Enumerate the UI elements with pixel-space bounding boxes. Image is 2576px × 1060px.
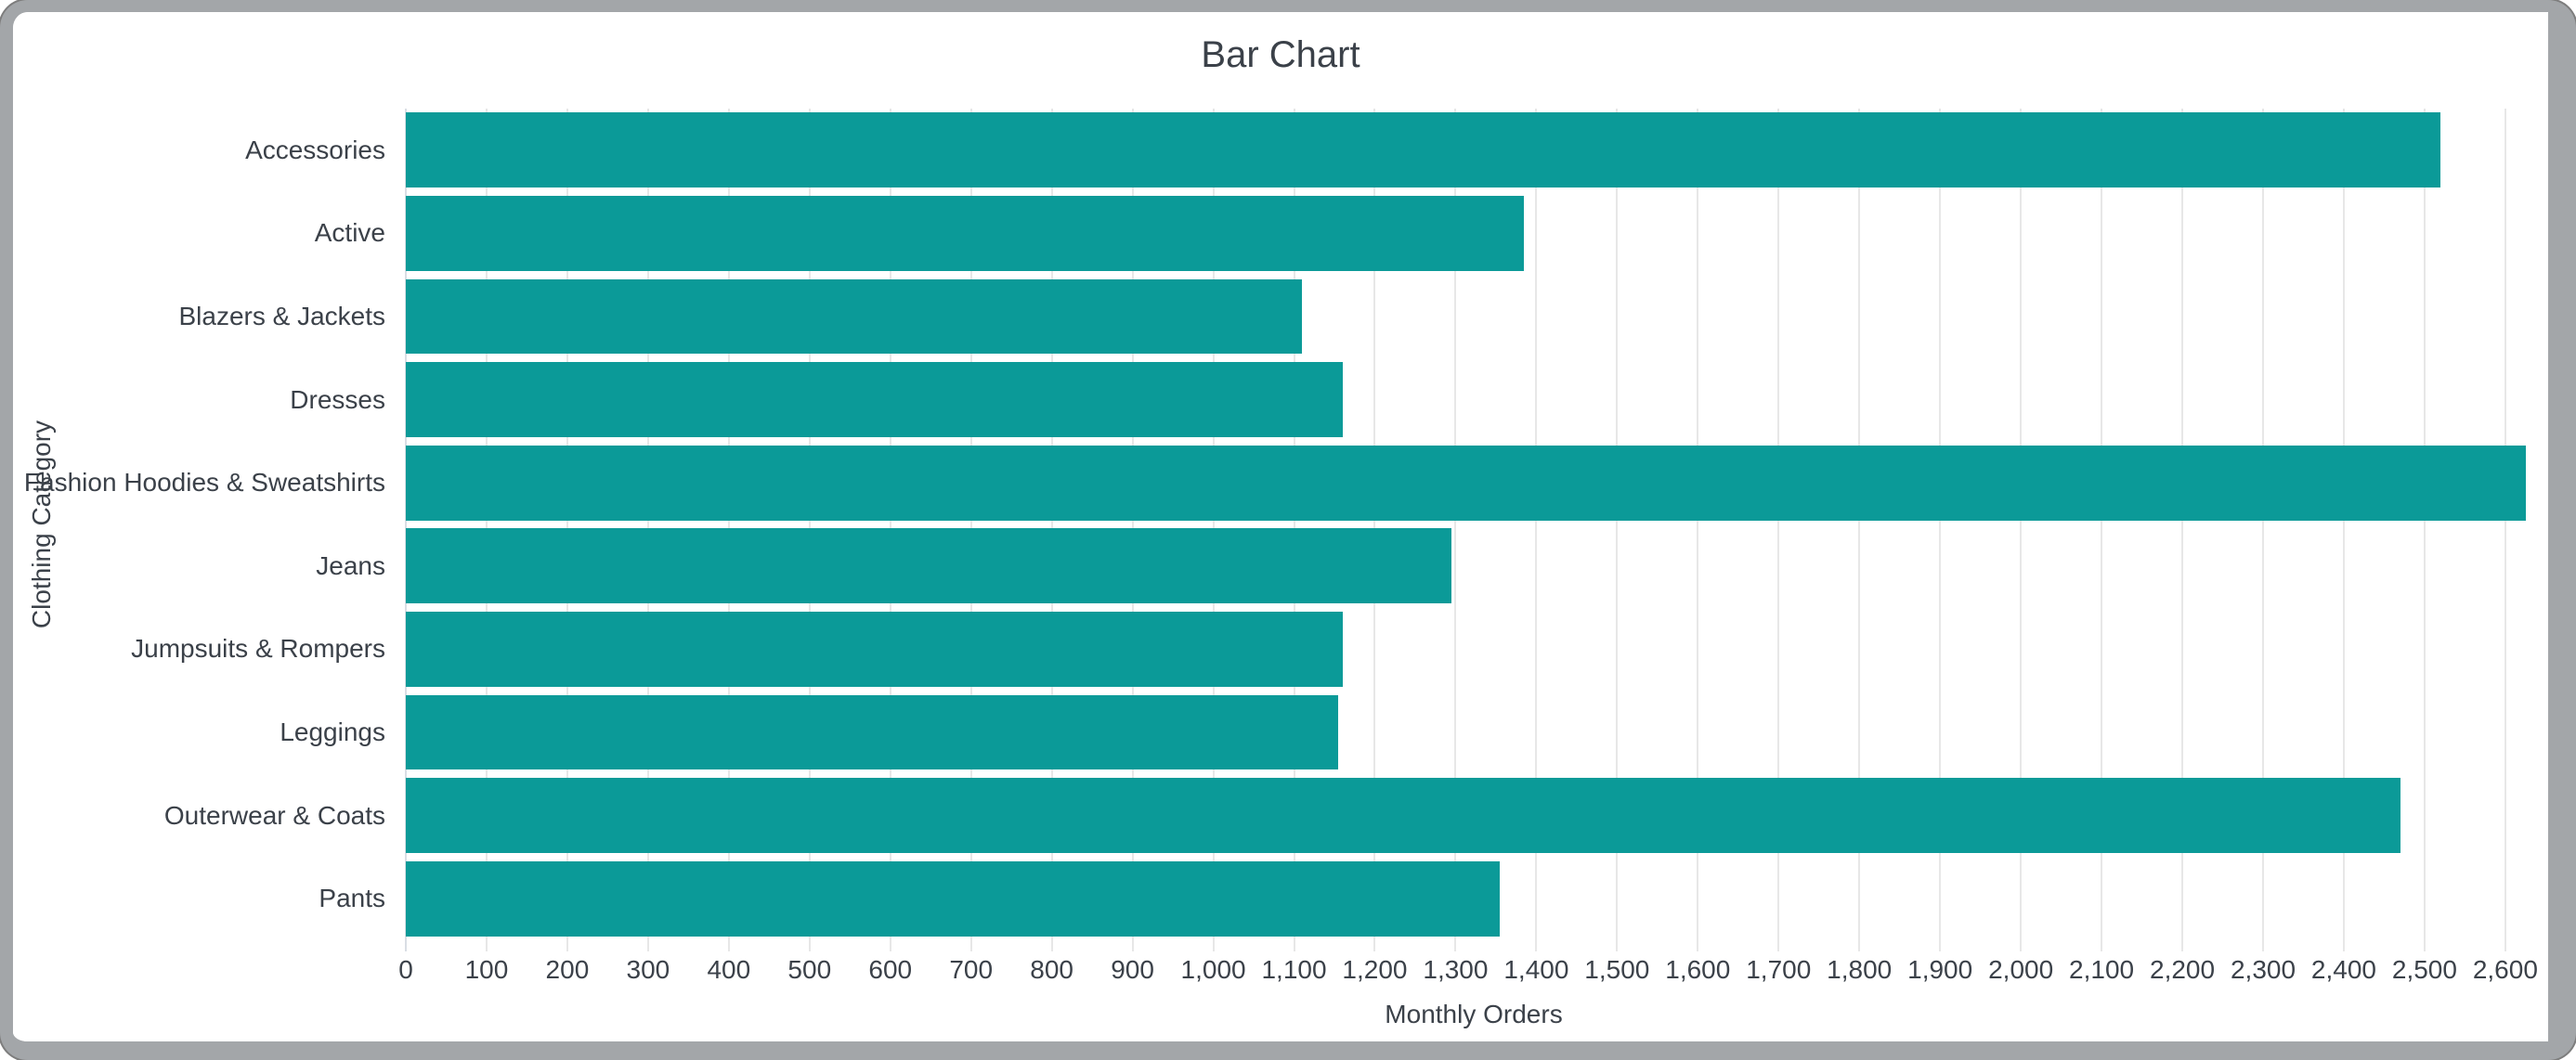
gridline <box>2262 109 2264 951</box>
bar-outerwear-coats[interactable] <box>406 778 2400 853</box>
x-tick-label: 100 <box>464 955 509 984</box>
bar-fashion-hoodies-sweatshirts[interactable] <box>406 445 2526 521</box>
x-axis-tick-labels: 0 100 200 300 400 500 600 700 800 900 1,000 1,100 1,… <box>398 953 2542 987</box>
gridline <box>2342 109 2345 951</box>
chart-title: Bar Chart <box>1201 34 1360 75</box>
x-tick-label: 2,000 <box>1988 955 2054 984</box>
x-tick-label: 300 <box>626 955 670 984</box>
y-category-label: Pants <box>319 884 385 913</box>
x-tick-label: 1,800 <box>1827 955 1893 984</box>
x-tick-label: 1,900 <box>1907 955 1973 984</box>
x-tick-label: 200 <box>545 955 590 984</box>
bar-accessories[interactable] <box>406 112 2441 188</box>
x-tick-label: 700 <box>949 955 994 984</box>
y-category-label: Jumpsuits & Rompers <box>131 634 385 664</box>
x-tick-label: 2,600 <box>2472 955 2538 984</box>
gridline <box>2101 109 2103 951</box>
bar-leggings[interactable] <box>406 694 1339 770</box>
plot-area <box>405 109 2542 951</box>
x-tick-label: 1,400 <box>1503 955 1569 984</box>
bar-blazers-jackets[interactable] <box>406 278 1303 355</box>
gridline <box>2423 109 2426 951</box>
x-tick-label: 1,600 <box>1665 955 1731 984</box>
x-tick-label: 800 <box>1030 955 1073 984</box>
gridline <box>1858 109 1861 951</box>
x-tick-label: 1,700 <box>1746 955 1812 984</box>
y-category-label: Blazers & Jackets <box>178 301 385 330</box>
y-category-label: Accessories <box>245 135 385 164</box>
y-category-label: Fashion Hoodies & Sweatshirts <box>23 468 385 498</box>
y-category-label: Active <box>314 218 385 248</box>
x-tick-label: 1,300 <box>1423 955 1489 984</box>
gridline <box>2181 109 2184 951</box>
x-tick-label: 500 <box>787 955 832 984</box>
gridline <box>1777 109 1780 951</box>
bar-jeans[interactable] <box>406 528 1452 604</box>
y-category-label: Outerwear & Coats <box>163 800 385 830</box>
bar-active[interactable] <box>406 196 1525 271</box>
gridline <box>1454 109 1457 951</box>
y-category-label: Leggings <box>280 717 385 746</box>
x-tick-label: 2,400 <box>2310 955 2376 984</box>
y-axis-category-labels: Accessories Active Blazers & Jackets Dresse… <box>13 109 385 940</box>
y-category-label: Jeans <box>316 550 385 580</box>
bar-pants[interactable] <box>406 860 1501 937</box>
gridline <box>1939 109 1942 951</box>
x-tick-label: 0 <box>398 955 413 984</box>
x-tick-label: 1,500 <box>1584 955 1650 984</box>
bar-jumpsuits-rompers[interactable] <box>406 612 1343 687</box>
x-tick-label: 600 <box>868 955 913 984</box>
chart-card: Bar Chart Clothing Category Accessories A… <box>13 12 2548 1041</box>
x-tick-label: 2,300 <box>2230 955 2296 984</box>
x-tick-label: 900 <box>1111 955 1154 984</box>
gridline <box>2504 109 2506 951</box>
bar-dresses[interactable] <box>406 362 1343 437</box>
x-tick-label: 1,000 <box>1180 955 1246 984</box>
x-tick-label: 2,200 <box>2149 955 2216 984</box>
gridline <box>1535 109 1538 951</box>
x-tick-label: 1,100 <box>1261 955 1327 984</box>
gridline <box>1697 109 1699 951</box>
gridline <box>1616 109 1619 951</box>
x-axis-title: Monthly Orders <box>1385 1000 1563 1028</box>
x-tick-label: 2,500 <box>2391 955 2457 984</box>
x-tick-label: 400 <box>707 955 751 984</box>
gridline <box>2020 109 2023 951</box>
x-tick-label: 1,200 <box>1342 955 1408 984</box>
y-category-label: Dresses <box>290 384 385 414</box>
x-tick-label: 2,100 <box>2069 955 2135 984</box>
